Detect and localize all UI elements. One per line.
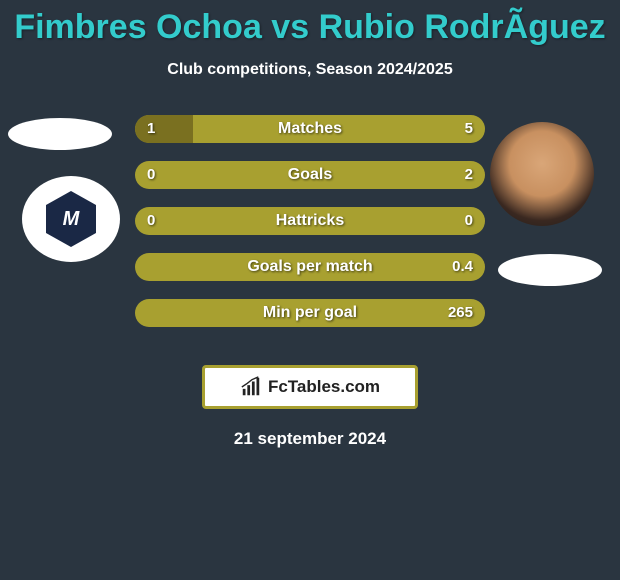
stats-area: 1Matches50Goals20Hattricks0Goals per mat… bbox=[0, 115, 620, 355]
stat-bar: Min per goal265 bbox=[135, 299, 485, 327]
stat-right-value: 5 bbox=[465, 115, 473, 143]
stat-right-value: 265 bbox=[448, 299, 473, 327]
stat-right-value: 0.4 bbox=[452, 253, 473, 281]
logo-box: FcTables.com bbox=[202, 365, 418, 409]
stat-label: Matches bbox=[135, 115, 485, 143]
stat-bar: 0Hattricks0 bbox=[135, 207, 485, 235]
stat-label: Goals per match bbox=[135, 253, 485, 281]
stat-bar: 1Matches5 bbox=[135, 115, 485, 143]
stat-bar: Goals per match0.4 bbox=[135, 253, 485, 281]
stat-label: Goals bbox=[135, 161, 485, 189]
stat-label: Hattricks bbox=[135, 207, 485, 235]
date-text: 21 september 2024 bbox=[0, 429, 620, 449]
stat-bars-container: 1Matches50Goals20Hattricks0Goals per mat… bbox=[135, 115, 485, 345]
subtitle: Club competitions, Season 2024/2025 bbox=[0, 61, 620, 79]
stat-label: Min per goal bbox=[135, 299, 485, 327]
stat-right-value: 2 bbox=[465, 161, 473, 189]
chart-icon bbox=[240, 376, 262, 398]
stat-bar: 0Goals2 bbox=[135, 161, 485, 189]
stat-right-value: 0 bbox=[465, 207, 473, 235]
page-title: Fimbres Ochoa vs Rubio RodrÃ­guez bbox=[0, 0, 620, 47]
logo-text: FcTables.com bbox=[268, 377, 380, 397]
